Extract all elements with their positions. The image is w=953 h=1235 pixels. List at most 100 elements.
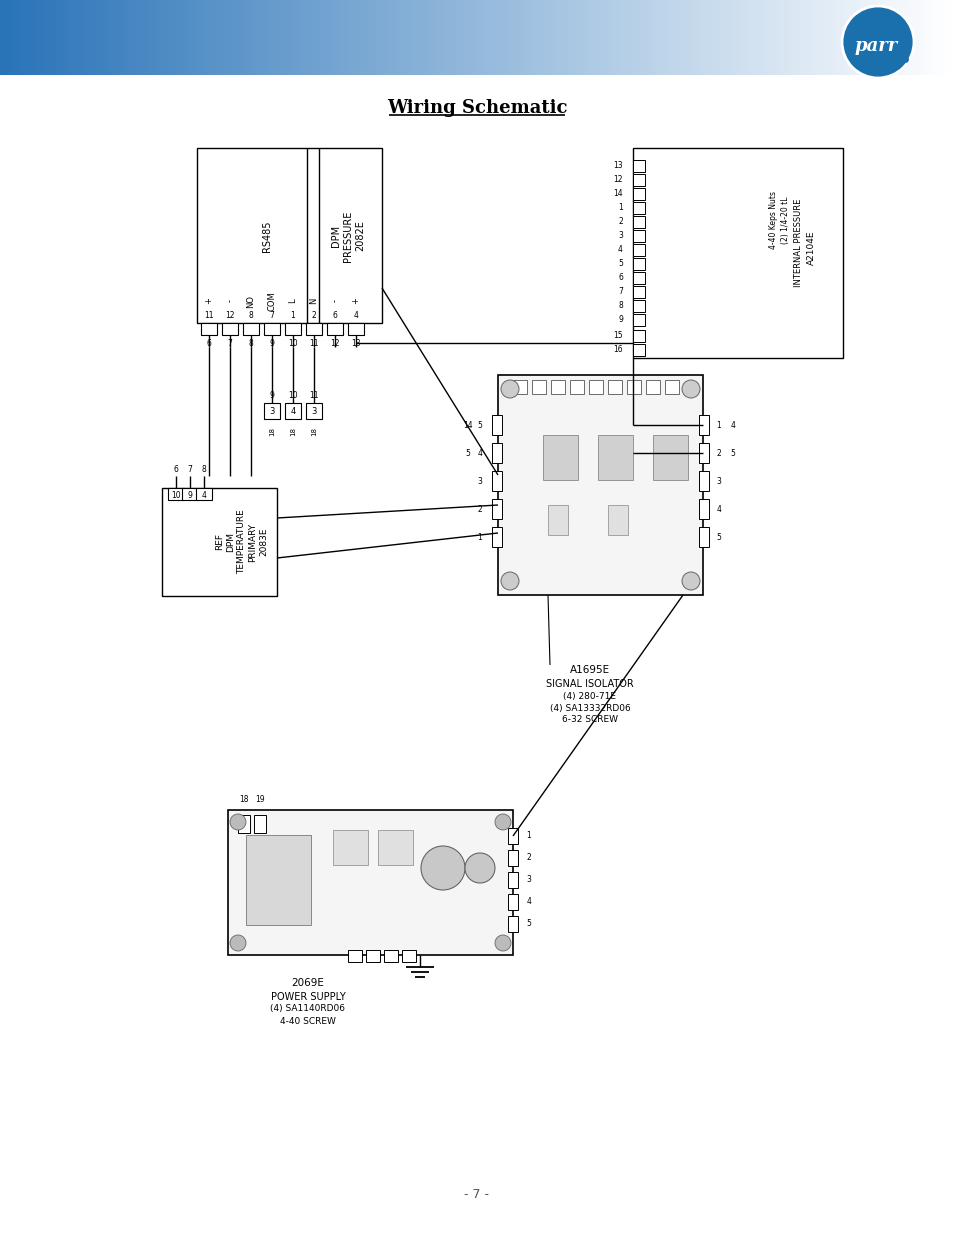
Bar — [826, 0, 830, 75]
Bar — [451, 0, 456, 75]
Bar — [905, 0, 909, 75]
Bar — [867, 0, 871, 75]
Bar — [591, 0, 595, 75]
Bar — [298, 0, 303, 75]
Bar — [248, 0, 252, 75]
Bar — [51, 0, 55, 75]
Bar — [184, 0, 189, 75]
Bar — [645, 0, 649, 75]
Bar — [492, 527, 501, 547]
Bar — [336, 0, 341, 75]
Bar — [633, 272, 644, 284]
Text: 4: 4 — [730, 420, 735, 430]
Bar — [295, 0, 299, 75]
Text: 9: 9 — [188, 492, 193, 500]
Bar — [870, 0, 875, 75]
Text: NO: NO — [246, 294, 255, 308]
Bar — [851, 0, 856, 75]
Circle shape — [681, 572, 700, 590]
Bar — [575, 0, 579, 75]
Text: 6: 6 — [333, 310, 337, 320]
Bar — [372, 0, 375, 75]
Bar — [622, 0, 627, 75]
Bar — [191, 0, 194, 75]
Bar — [633, 188, 644, 200]
Bar — [508, 0, 513, 75]
Bar — [633, 216, 644, 228]
Bar — [836, 0, 840, 75]
Bar — [54, 0, 58, 75]
Bar — [750, 0, 754, 75]
Bar — [651, 0, 656, 75]
Text: 9: 9 — [270, 390, 274, 399]
Bar — [551, 380, 564, 394]
Bar — [521, 0, 525, 75]
Bar — [355, 0, 360, 75]
Bar — [155, 0, 160, 75]
Bar — [324, 0, 328, 75]
Bar — [193, 0, 198, 75]
Bar — [502, 0, 506, 75]
Bar — [114, 0, 118, 75]
Circle shape — [500, 572, 518, 590]
Bar — [633, 300, 644, 312]
Text: 4: 4 — [618, 246, 622, 254]
Text: +: + — [351, 298, 360, 305]
Text: 6: 6 — [207, 338, 212, 347]
Bar — [699, 415, 708, 435]
Bar — [365, 0, 370, 75]
Bar — [507, 872, 517, 888]
Text: PRIMARY: PRIMARY — [248, 522, 257, 562]
Bar — [775, 0, 780, 75]
Bar — [607, 380, 621, 394]
Bar — [22, 0, 27, 75]
Bar — [457, 0, 461, 75]
Bar — [105, 0, 109, 75]
Text: 5: 5 — [716, 532, 720, 541]
Bar — [312, 0, 315, 75]
Bar — [165, 0, 170, 75]
Bar — [117, 0, 122, 75]
Bar — [243, 324, 258, 335]
Text: 11: 11 — [204, 310, 213, 320]
Bar — [677, 0, 680, 75]
Circle shape — [495, 935, 511, 951]
Bar — [67, 0, 71, 75]
Bar — [60, 0, 65, 75]
Bar — [598, 435, 633, 480]
Text: POWER SUPPLY: POWER SUPPLY — [271, 992, 345, 1002]
Bar — [810, 0, 814, 75]
Bar — [222, 324, 237, 335]
Bar — [26, 0, 30, 75]
Bar — [489, 0, 494, 75]
Bar — [407, 0, 411, 75]
Bar — [943, 0, 947, 75]
Bar — [172, 0, 175, 75]
Bar — [664, 380, 679, 394]
Bar — [241, 0, 246, 75]
Bar — [222, 0, 227, 75]
Bar — [245, 0, 249, 75]
Text: 12: 12 — [330, 338, 339, 347]
Bar — [334, 0, 337, 75]
Bar — [237, 815, 250, 832]
Bar — [594, 0, 598, 75]
Text: 19: 19 — [254, 795, 265, 804]
Bar — [769, 0, 773, 75]
Bar — [200, 0, 204, 75]
Bar — [460, 0, 465, 75]
Bar — [394, 0, 398, 75]
Bar — [689, 0, 694, 75]
Bar — [136, 0, 141, 75]
Bar — [264, 324, 280, 335]
Bar — [705, 0, 709, 75]
Bar — [507, 894, 517, 910]
Text: 1: 1 — [477, 532, 482, 541]
Bar — [226, 0, 230, 75]
Bar — [633, 230, 644, 242]
Bar — [445, 0, 449, 75]
Text: 6: 6 — [618, 273, 622, 283]
Bar — [246, 835, 311, 925]
Bar — [772, 0, 776, 75]
Bar — [652, 435, 687, 480]
